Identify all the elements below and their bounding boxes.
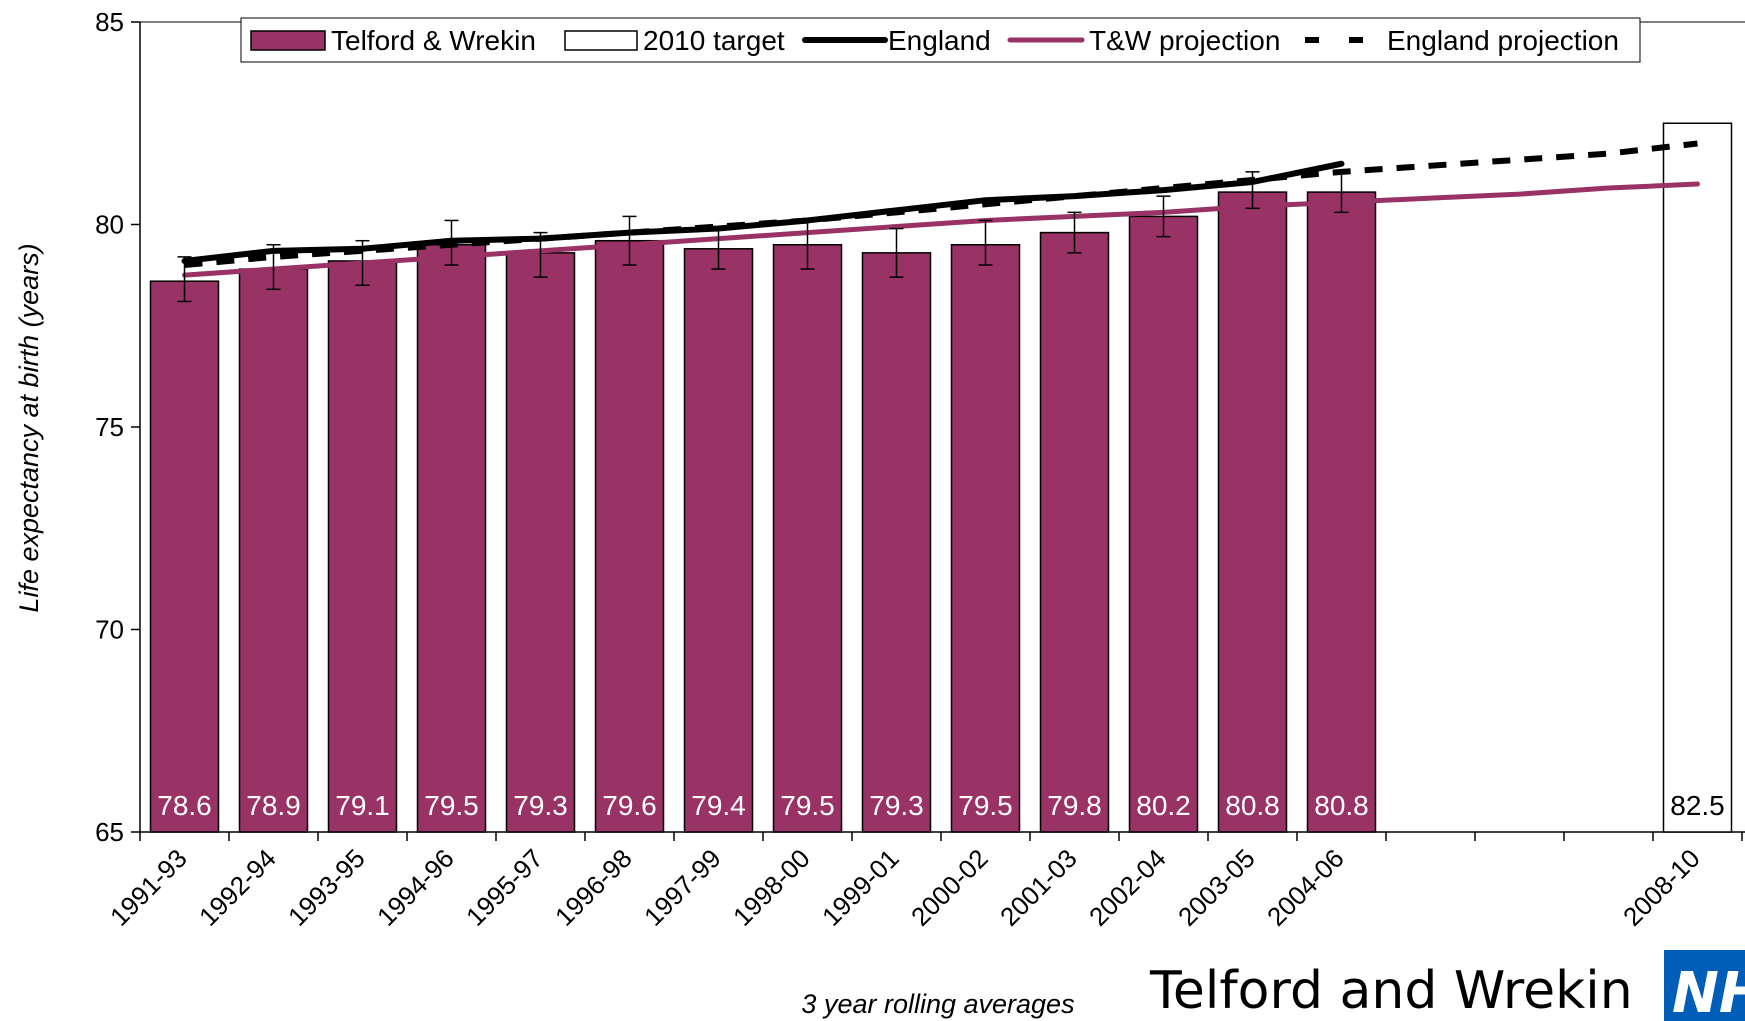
bar-value-label: 79.5 xyxy=(424,790,479,821)
x-tick-label: 2002-04 xyxy=(1083,843,1172,932)
tw-projection-line xyxy=(182,181,1700,278)
x-tick-label: 1993-95 xyxy=(282,843,371,932)
bar-telford-wrekin xyxy=(861,252,932,833)
england-line xyxy=(181,160,1345,264)
bar-2010-target xyxy=(1662,122,1733,833)
y-tick-label: 85 xyxy=(95,7,124,37)
bar-telford-wrekin xyxy=(238,268,309,833)
y-tick-label: 65 xyxy=(95,817,124,847)
legend: Telford & Wrekin 2010 target England T&W pr… xyxy=(240,17,1641,63)
x-tick-label: 2008-10 xyxy=(1617,843,1706,932)
y-tick-label: 75 xyxy=(95,412,124,442)
y-tick-label: 70 xyxy=(95,615,124,645)
nhs-logo: NHS xyxy=(1664,950,1745,1021)
bar-telford-wrekin xyxy=(1039,231,1110,833)
bar-value-label: 79.5 xyxy=(958,790,1013,821)
x-tick-label: 1991-93 xyxy=(104,843,193,932)
x-tick-label: 1997-99 xyxy=(638,843,727,932)
bar-telford-wrekin xyxy=(772,244,843,833)
bar-value-label: 79.3 xyxy=(513,790,568,821)
legend-swatch-telford-wrekin xyxy=(250,30,326,51)
bar-telford-wrekin xyxy=(683,248,754,833)
bar-telford-wrekin xyxy=(416,244,487,833)
bar-telford-wrekin xyxy=(1306,191,1377,833)
x-tick-label: 1994-96 xyxy=(371,843,460,932)
legend-swatch-2010-target xyxy=(564,30,638,51)
legend-box xyxy=(240,17,1641,63)
bar-value-label: 78.6 xyxy=(157,790,212,821)
bar-value-label: 79.5 xyxy=(780,790,835,821)
y-tick-label: 80 xyxy=(95,210,124,240)
bar-value-label: 80.2 xyxy=(1136,790,1191,821)
x-tick-label: 2001-03 xyxy=(994,843,1083,932)
bar-value-label: 79.4 xyxy=(691,790,746,821)
bar-value-label: 79.8 xyxy=(1047,790,1102,821)
legend-label-tw-projection: T&W projection xyxy=(1089,25,1280,56)
x-tick-label: 2004-06 xyxy=(1261,843,1350,932)
bar-telford-wrekin xyxy=(950,244,1021,833)
x-tick-label: 1995-97 xyxy=(460,843,549,932)
x-axis-title: 3 year rolling averages xyxy=(801,989,1074,1019)
target-value-label: 82.5 xyxy=(1670,790,1725,821)
bar-telford-wrekin xyxy=(594,239,665,833)
bar-telford-wrekin xyxy=(1217,191,1288,833)
legend-label-2010-target: 2010 target xyxy=(643,25,785,56)
bar-telford-wrekin xyxy=(505,252,576,833)
bar-telford-wrekin xyxy=(149,280,220,833)
x-tick-label: 1992-94 xyxy=(193,843,282,932)
x-tick-label: 1996-98 xyxy=(549,843,638,932)
bar-value-label: 80.8 xyxy=(1225,790,1280,821)
bar-value-label: 79.1 xyxy=(335,790,390,821)
nhs-logo-text: NHS xyxy=(1672,961,1745,1021)
legend-label-england-projection: England projection xyxy=(1387,25,1619,56)
org-name: Telford and Wrekin xyxy=(1149,961,1633,1021)
x-tick-label: 2003-05 xyxy=(1172,843,1261,932)
x-tick-label: 1998-00 xyxy=(727,843,816,932)
legend-label-england: England xyxy=(888,25,991,56)
bar-telford-wrekin xyxy=(1128,215,1199,833)
legend-label-telford-wrekin: Telford & Wrekin xyxy=(331,25,536,56)
x-tick-label: 1999-01 xyxy=(816,843,905,932)
bar-telford-wrekin xyxy=(327,260,398,833)
bar-value-label: 78.9 xyxy=(246,790,301,821)
bar-value-label: 80.8 xyxy=(1314,790,1369,821)
x-tick-label: 2000-02 xyxy=(905,843,994,932)
y-axis-title: Life expectancy at birth (years) xyxy=(14,243,44,612)
england-projection-line xyxy=(184,140,1698,268)
bar-value-label: 79.3 xyxy=(869,790,924,821)
bar-value-label: 79.6 xyxy=(602,790,657,821)
nhs-logo-box xyxy=(1664,950,1745,1021)
